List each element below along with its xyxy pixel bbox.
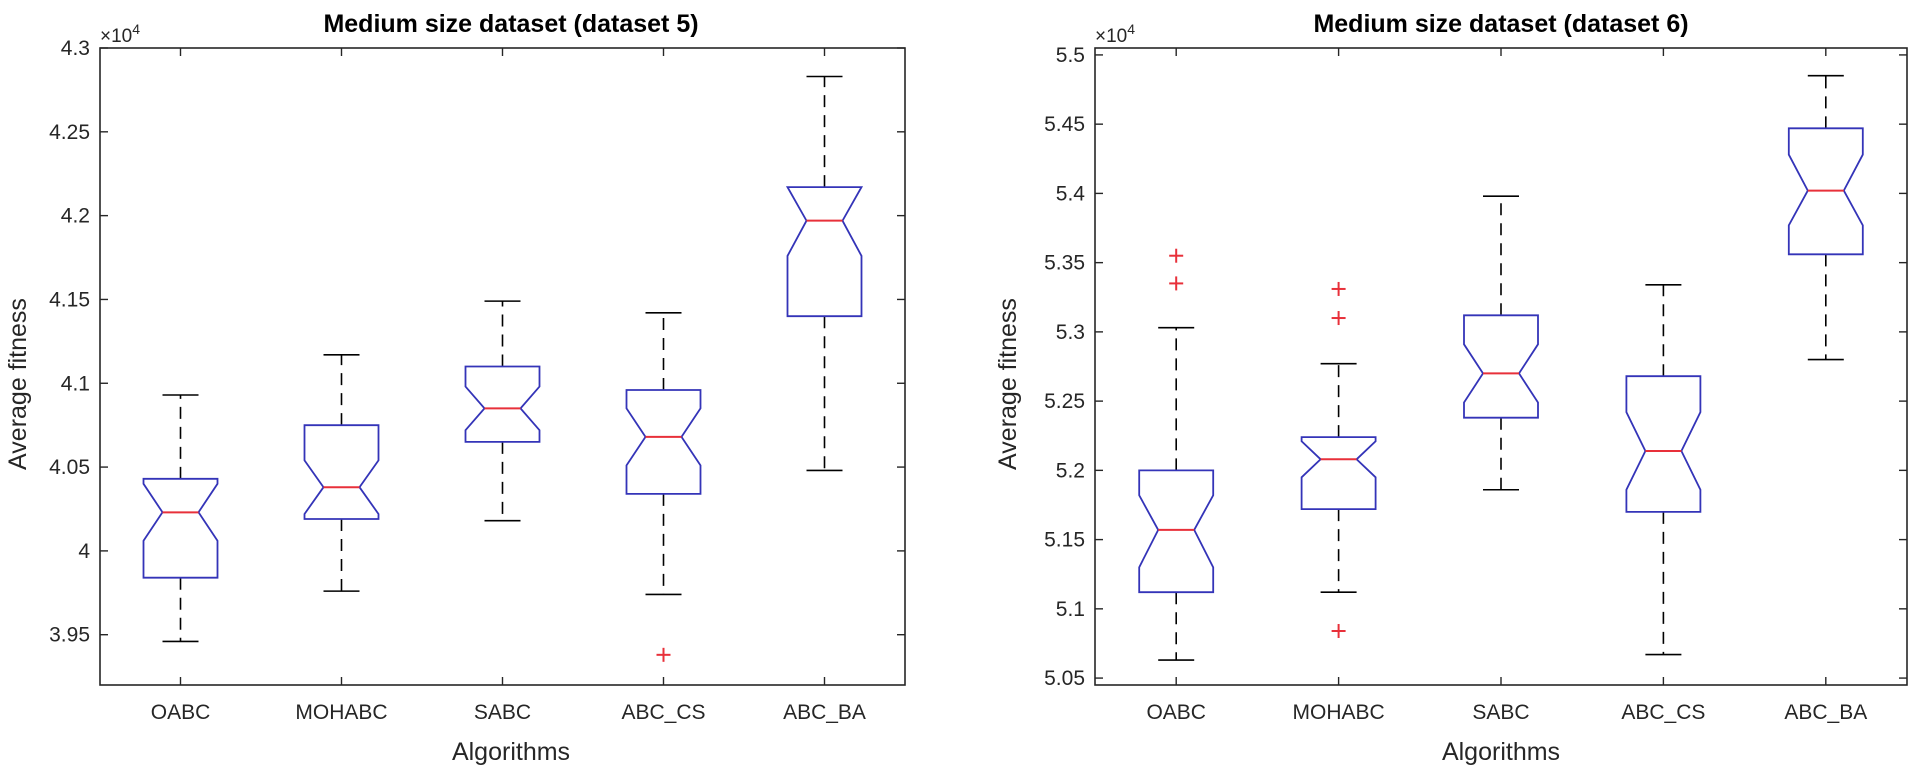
y-axis-exponent: ×104 (1095, 21, 1135, 47)
box-abc_ba (1787, 74, 1864, 361)
x-tick-label: OABC (151, 701, 211, 724)
y-tick-label: 4.1 (61, 372, 90, 395)
notched-box (1138, 469, 1215, 594)
box-abc_cs (625, 312, 702, 662)
y-tick-label: 5.25 (1044, 390, 1085, 413)
y-tick-label: 4.15 (49, 288, 90, 311)
chart-title: Medium size dataset (dataset 5) (323, 10, 698, 38)
y-tick-label: 4.25 (49, 121, 90, 144)
y-tick-label: 3.95 (49, 624, 90, 647)
notched-box (1300, 436, 1377, 511)
chart-title: Medium size dataset (dataset 6) (1313, 10, 1688, 38)
y-tick-label: 5.35 (1044, 252, 1085, 275)
box-oabc (142, 394, 219, 643)
x-tick-label: ABC_BA (1784, 701, 1867, 724)
y-axis-label: Average fitness (4, 298, 32, 470)
notched-box (1625, 375, 1702, 513)
x-tick-label: ABC_CS (1621, 701, 1705, 724)
box-mohabc (1300, 281, 1377, 638)
y-tick-label: 4.05 (49, 456, 90, 479)
y-tick-label: 4.3 (61, 37, 90, 60)
axes-frame (1094, 47, 1908, 686)
y-tick-label: 5.1 (1056, 598, 1085, 621)
y-tick-label: 5.3 (1056, 321, 1085, 344)
y-tick-label: 5.2 (1056, 459, 1085, 482)
chart-dataset-6: Medium size dataset (dataset 6) Algorith… (994, 10, 1908, 766)
box-oabc (1138, 248, 1215, 661)
x-tick-label: MOHABC (295, 701, 387, 724)
plot-area: 5.05 5.1 5.15 5.2 5.25 5.3 5.35 5.4 5.45 5.5 OABC M… (1044, 44, 1908, 724)
y-tick-label: 4.2 (61, 205, 90, 228)
notched-box (785, 186, 864, 318)
y-tick-label: 5.15 (1044, 529, 1085, 552)
outlier-marker (656, 647, 671, 662)
outlier-marker (1331, 281, 1346, 296)
box-sabc (1463, 195, 1539, 491)
box-mohabc (303, 353, 380, 592)
box-abc_cs (1625, 283, 1702, 656)
y-axis-label: Average fitness (994, 298, 1022, 470)
y-axis-exponent: ×104 (100, 21, 140, 47)
box-abc_ba (785, 75, 864, 472)
y-tick-label: 5.4 (1056, 182, 1086, 205)
outlier-marker (1169, 248, 1184, 263)
outlier-marker (1331, 623, 1346, 638)
x-tick-label: MOHABC (1293, 701, 1385, 724)
notched-box (142, 477, 219, 579)
notched-box (1463, 314, 1539, 419)
x-axis-label: Algorithms (1442, 738, 1560, 766)
x-tick-label: SABC (1472, 701, 1529, 724)
notched-box (1787, 127, 1864, 256)
x-axis-label: Algorithms (452, 738, 570, 766)
plot-area: 3.95 4 4.05 4.1 4.15 4.2 4.25 4.3 OABC MOHABC SABC… (49, 37, 906, 724)
y-tick-label: 4 (78, 540, 90, 563)
outlier-marker (1169, 276, 1184, 291)
x-tick-label: ABC_BA (783, 701, 866, 724)
outlier-marker (1331, 311, 1346, 326)
x-tick-label: OABC (1146, 701, 1206, 724)
y-tick-label: 5.5 (1056, 44, 1085, 67)
notched-box (464, 365, 541, 443)
y-tick-label: 5.05 (1044, 667, 1085, 690)
y-tick-label: 5.45 (1044, 113, 1085, 136)
box-sabc (464, 300, 541, 522)
x-tick-label: ABC_CS (621, 701, 705, 724)
chart-dataset-5: Medium size dataset (dataset 5) Algorith… (4, 10, 906, 766)
notched-box (303, 424, 380, 520)
x-tick-label: SABC (474, 701, 531, 724)
notched-box (625, 389, 702, 495)
